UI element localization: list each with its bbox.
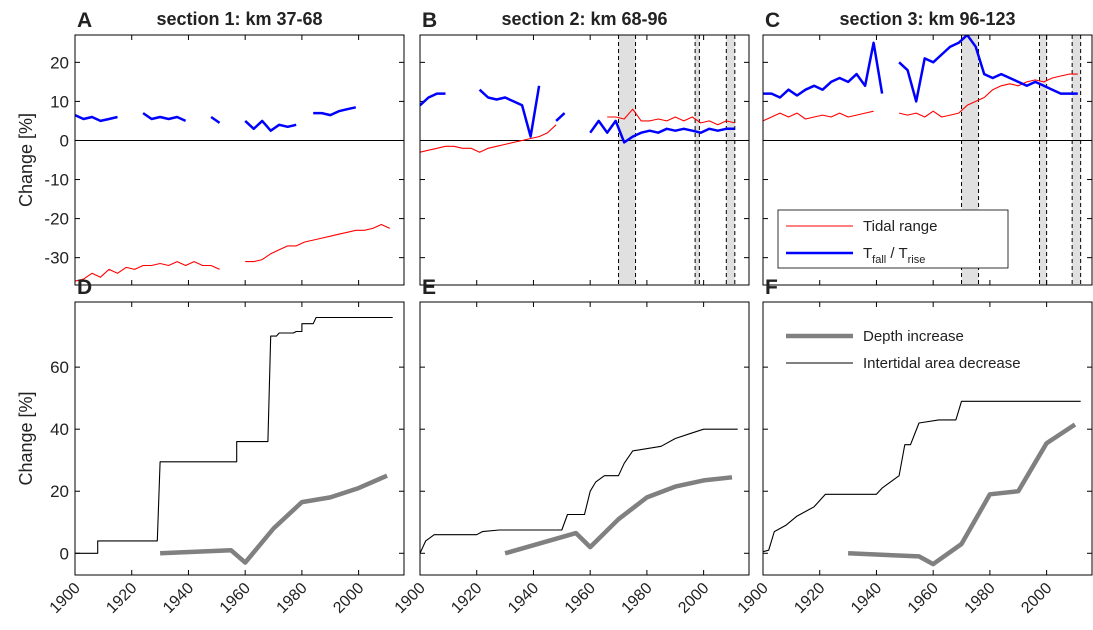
legend-label-part: / T bbox=[886, 245, 907, 262]
y-tick-label: -30 bbox=[44, 249, 69, 268]
x-tick-label: 1960 bbox=[562, 580, 599, 617]
plot-frame bbox=[74, 34, 405, 286]
y-tick-label: 60 bbox=[50, 358, 69, 377]
y-axis-label: Change [%] bbox=[16, 391, 36, 485]
y-tick-label: 40 bbox=[50, 420, 69, 439]
panel-letter: D bbox=[77, 276, 92, 299]
shaded-period bbox=[1072, 35, 1081, 285]
panel-title: section 2: km 68-96 bbox=[501, 9, 667, 29]
legend-label: Depth increase bbox=[863, 328, 964, 345]
series-line bbox=[763, 35, 1078, 103]
shaded-period bbox=[695, 35, 700, 285]
legend-label-part: T bbox=[863, 245, 872, 262]
x-tick-label: 1960 bbox=[905, 580, 942, 617]
x-tick-label: 1940 bbox=[848, 580, 885, 617]
legend-label: Tfall / Trise bbox=[863, 245, 925, 266]
shaded-period bbox=[1039, 35, 1047, 285]
x-tick-label: 2000 bbox=[330, 580, 367, 617]
x-tick-label: 1940 bbox=[505, 580, 542, 617]
series-line bbox=[763, 400, 1081, 553]
panel-letter: C bbox=[765, 9, 780, 32]
series-line bbox=[848, 422, 1077, 567]
panel-letter: A bbox=[77, 9, 92, 32]
x-tick-label: 1980 bbox=[962, 580, 999, 617]
plot-frame bbox=[419, 34, 750, 286]
panel-letter: B bbox=[422, 9, 437, 32]
panel-letter: F bbox=[765, 276, 778, 299]
x-tick-label: 1940 bbox=[160, 580, 197, 617]
y-tick-label: 0 bbox=[60, 131, 69, 150]
legend-label-part: fall bbox=[872, 254, 886, 266]
series-line bbox=[420, 85, 735, 144]
x-tick-label: 1980 bbox=[274, 580, 311, 617]
series-line bbox=[75, 316, 393, 554]
shaded-period bbox=[618, 35, 636, 285]
plot-frame bbox=[762, 34, 1093, 286]
y-tick-label: 0 bbox=[60, 544, 69, 563]
series-line bbox=[420, 108, 735, 153]
x-tick-label: 1900 bbox=[392, 580, 429, 617]
shaded-period bbox=[726, 35, 735, 285]
series-line bbox=[160, 473, 388, 565]
series-line bbox=[420, 428, 738, 554]
x-tick-label: 2000 bbox=[1018, 580, 1055, 617]
legend-label-part: rise bbox=[908, 254, 926, 266]
x-tick-label: 1980 bbox=[619, 580, 656, 617]
series-line bbox=[75, 223, 391, 282]
panel-title: section 3: km 96-123 bbox=[839, 9, 1015, 29]
x-tick-label: 1920 bbox=[103, 580, 140, 617]
legend-box bbox=[777, 209, 1009, 269]
x-tick-label: 1920 bbox=[791, 580, 828, 617]
y-tick-label: -10 bbox=[44, 171, 69, 190]
x-tick-label: 1900 bbox=[47, 580, 84, 617]
legend-label: Tidal range bbox=[863, 218, 938, 235]
panel-letter: E bbox=[422, 276, 436, 299]
plot-frame bbox=[762, 301, 1093, 576]
plot-frame bbox=[419, 301, 750, 576]
panel-title: section 1: km 37-68 bbox=[156, 9, 322, 29]
legend-label: Intertidal area decrease bbox=[863, 355, 1021, 372]
x-tick-label: 1960 bbox=[217, 580, 254, 617]
x-tick-label: 1900 bbox=[735, 580, 772, 617]
x-tick-label: 2000 bbox=[675, 580, 712, 617]
series-line bbox=[504, 475, 733, 556]
y-tick-label: 20 bbox=[50, 482, 69, 501]
series-line bbox=[75, 106, 357, 132]
y-tick-label: 10 bbox=[50, 92, 69, 111]
y-tick-label: -20 bbox=[44, 210, 69, 229]
y-tick-label: 20 bbox=[50, 53, 69, 72]
x-tick-label: 1920 bbox=[448, 580, 485, 617]
y-axis-label: Change [%] bbox=[16, 113, 36, 207]
plot-frame bbox=[74, 301, 405, 576]
series-line bbox=[763, 73, 1078, 122]
